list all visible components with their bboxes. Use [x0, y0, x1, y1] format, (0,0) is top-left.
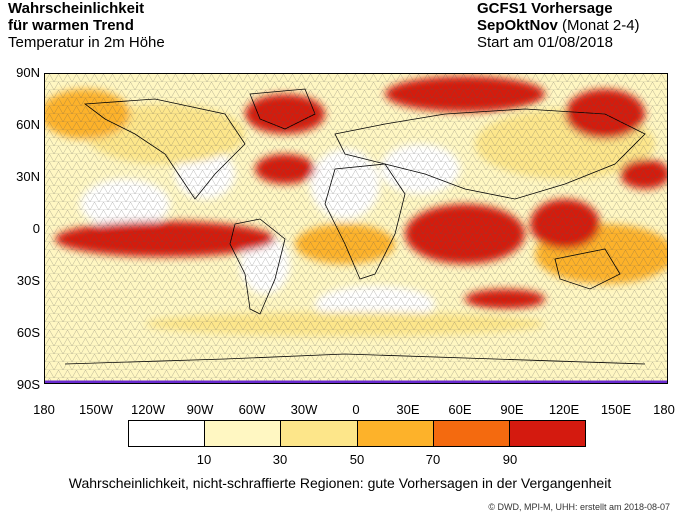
- lon-label-30e: 30E: [396, 402, 420, 417]
- lon-label-120e: 120E: [548, 402, 580, 417]
- lon-label-60e: 60E: [448, 402, 472, 417]
- lat-label-30s: 30S: [16, 273, 40, 288]
- lat-label-90s: 90S: [16, 377, 40, 392]
- lon-label-0: 0: [352, 402, 360, 417]
- lon-label-90e: 90E: [500, 402, 524, 417]
- legend-box-1: [205, 421, 282, 446]
- legend-box-0: [129, 421, 206, 446]
- legend-tick-70: 70: [425, 452, 441, 467]
- lon-label-180e: 180: [653, 402, 675, 417]
- lat-label-90n: 90N: [16, 65, 40, 80]
- forecast-season: SepOktNov: [477, 17, 558, 34]
- hatching-overlay: [45, 74, 667, 383]
- color-legend: [128, 420, 586, 447]
- legend-tick-30: 30: [272, 452, 288, 467]
- legend-box-2: [281, 421, 358, 446]
- legend-box-4: [433, 421, 510, 446]
- probability-map: [44, 73, 668, 384]
- title-line-2: für warmen Trend: [8, 17, 134, 34]
- credit-line: © DWD, MPI-M, UHH: erstellt am 2018-08-0…: [488, 502, 670, 512]
- lon-label-60w: 60W: [238, 402, 266, 417]
- lat-label-0: 0: [32, 221, 40, 236]
- lon-label-150w: 150W: [79, 402, 113, 417]
- lon-label-150e: 150E: [600, 402, 632, 417]
- lon-label-120w: 120W: [131, 402, 165, 417]
- legend-tick-10: 10: [196, 452, 212, 467]
- legend-tick-50: 50: [349, 452, 365, 467]
- forecast-info: GCFS1 Vorhersage SepOktNov (Monat 2-4) S…: [477, 0, 640, 51]
- legend-box-3: [357, 421, 434, 446]
- lat-label-60s: 60S: [16, 325, 40, 340]
- forecast-start: Start am 01/08/2018: [477, 34, 613, 51]
- lat-label-30n: 30N: [16, 169, 40, 184]
- title-line-3: Temperatur in 2m Höhe: [8, 34, 165, 51]
- lon-label-180w: 180: [33, 402, 55, 417]
- forecast-season-row: SepOktNov (Monat 2-4): [477, 17, 640, 34]
- lon-label-30w: 30W: [290, 402, 318, 417]
- forecast-season-note: (Monat 2-4): [557, 17, 640, 34]
- legend-box-5: [509, 421, 586, 446]
- map-title: Wahrscheinlichkeit für warmen Trend Temp…: [8, 0, 165, 51]
- title-line-1: Wahrscheinlichkeit: [8, 0, 145, 17]
- legend-tick-90: 90: [502, 452, 518, 467]
- lon-label-90w: 90W: [186, 402, 214, 417]
- forecast-model: GCFS1 Vorhersage: [477, 0, 613, 17]
- map-caption: Wahrscheinlichkeit, nicht-schraffierte R…: [68, 475, 612, 491]
- lat-label-60n: 60N: [16, 117, 40, 132]
- map-canvas: [45, 74, 667, 383]
